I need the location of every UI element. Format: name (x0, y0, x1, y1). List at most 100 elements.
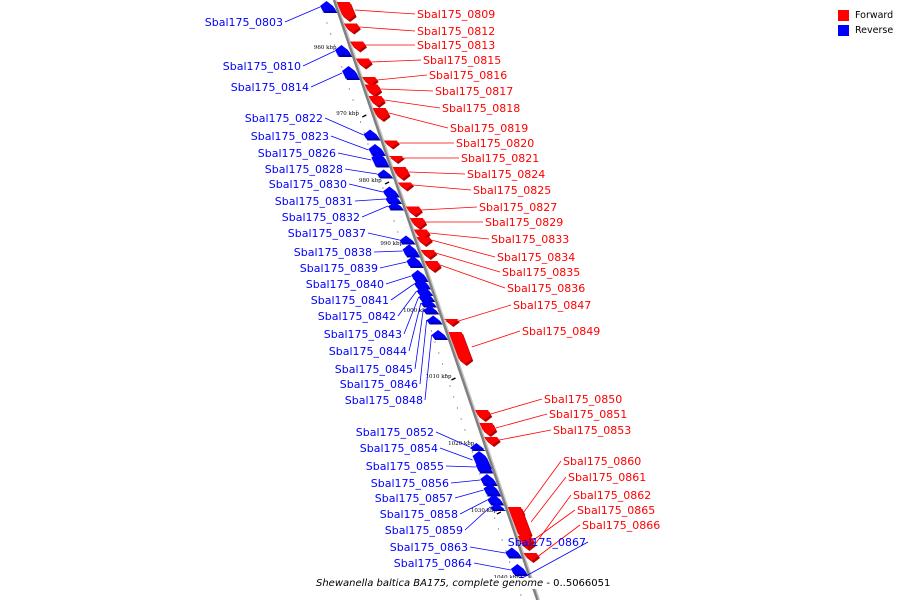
gene-label-Sbal175_0855[interactable]: Sbal175_0855 (366, 460, 444, 473)
gene-label-Sbal175_0820[interactable]: Sbal175_0820 (456, 137, 534, 150)
gene-feature-Sbal175_0863[interactable] (505, 547, 523, 559)
gene-feature-Sbal175_0826[interactable] (371, 152, 390, 168)
gene-feature-Sbal175_0855[interactable] (475, 460, 494, 474)
gene-label-Sbal175_0833[interactable]: Sbal175_0833 (491, 233, 569, 246)
gene-feature-Sbal175_0865[interactable] (517, 536, 535, 548)
gene-feature-Sbal175_0851[interactable] (479, 423, 498, 437)
gene-label-Sbal175_0862[interactable]: Sbal175_0862 (573, 489, 651, 502)
gene-feature-Sbal175_0827[interactable] (406, 206, 423, 218)
gene-feature-Sbal175_0845[interactable] (423, 305, 440, 315)
gene-feature-Sbal175_0864[interactable] (510, 564, 529, 576)
gene-label-Sbal175_0846[interactable]: Sbal175_0846 (340, 378, 418, 391)
gene-feature-Sbal175_0810[interactable] (334, 45, 353, 57)
gene-feature-Sbal175_0858[interactable] (487, 494, 505, 506)
gene-label-Sbal175_0851[interactable]: Sbal175_0851 (549, 408, 627, 421)
gene-label-Sbal175_0857[interactable]: Sbal175_0857 (375, 492, 453, 505)
gene-feature-Sbal175_0823[interactable] (368, 144, 386, 156)
gene-feature-Sbal175_0840[interactable] (411, 270, 429, 282)
gene-feature-Sbal175_0850[interactable] (474, 410, 493, 422)
gene-feature-Sbal175_0809[interactable] (336, 2, 357, 22)
gene-label-Sbal175_0843[interactable]: Sbal175_0843 (324, 328, 402, 341)
gene-label-Sbal175_0852[interactable]: Sbal175_0852 (356, 426, 434, 439)
gene-label-Sbal175_0835[interactable]: Sbal175_0835 (502, 266, 580, 279)
gene-feature-Sbal175_0857[interactable] (483, 483, 502, 497)
gene-label-Sbal175_0842[interactable]: Sbal175_0842 (318, 310, 396, 323)
gene-feature-Sbal175_0818[interactable] (368, 96, 386, 108)
gene-label-Sbal175_0850[interactable]: Sbal175_0850 (544, 393, 622, 406)
gene-feature-Sbal175_0814[interactable] (342, 66, 360, 80)
gene-label-Sbal175_0817[interactable]: Sbal175_0817 (435, 85, 513, 98)
gene-label-Sbal175_0838[interactable]: Sbal175_0838 (294, 246, 372, 259)
gene-label-Sbal175_0861[interactable]: Sbal175_0861 (568, 471, 646, 484)
gene-label-Sbal175_0818[interactable]: Sbal175_0818 (442, 102, 520, 115)
gene-label-Sbal175_0856[interactable]: Sbal175_0856 (371, 477, 449, 490)
gene-feature-Sbal175_0828[interactable] (377, 169, 394, 179)
gene-label-Sbal175_0865[interactable]: Sbal175_0865 (577, 504, 655, 517)
gene-feature-Sbal175_0817[interactable] (364, 84, 383, 98)
gene-feature-Sbal175_0861[interactable] (507, 507, 533, 541)
gene-label-Sbal175_0849[interactable]: Sbal175_0849 (522, 325, 600, 338)
gene-label-Sbal175_0853[interactable]: Sbal175_0853 (553, 424, 631, 437)
gene-feature-Sbal175_0838[interactable] (402, 244, 421, 258)
gene-feature-Sbal175_0821[interactable] (388, 156, 405, 164)
gene-label-Sbal175_0831[interactable]: Sbal175_0831 (275, 195, 353, 208)
gene-label-Sbal175_0826[interactable]: Sbal175_0826 (258, 147, 336, 160)
gene-label-Sbal175_0822[interactable]: Sbal175_0822 (245, 112, 323, 125)
gene-feature-Sbal175_0846[interactable] (426, 315, 443, 325)
gene-label-Sbal175_0859[interactable]: Sbal175_0859 (385, 524, 463, 537)
gene-label-Sbal175_0840[interactable]: Sbal175_0840 (306, 278, 384, 291)
gene-feature-Sbal175_0834[interactable] (416, 237, 433, 247)
gene-feature-Sbal175_0824[interactable] (392, 167, 411, 181)
gene-feature-Sbal175_0816[interactable] (362, 77, 379, 87)
gene-label-Sbal175_0844[interactable]: Sbal175_0844 (329, 345, 407, 358)
gene-feature-Sbal175_0848[interactable] (431, 330, 449, 340)
gene-label-Sbal175_0858[interactable]: Sbal175_0858 (380, 508, 458, 521)
gene-feature-Sbal175_0836[interactable] (424, 261, 442, 273)
gene-feature-Sbal175_0822[interactable] (363, 129, 381, 141)
gene-feature-Sbal175_0812[interactable] (343, 23, 361, 35)
gene-label-Sbal175_0823[interactable]: Sbal175_0823 (251, 130, 329, 143)
gene-label-Sbal175_0863[interactable]: Sbal175_0863 (390, 541, 468, 554)
gene-label-Sbal175_0847[interactable]: Sbal175_0847 (513, 299, 591, 312)
gene-feature-Sbal175_0835[interactable] (420, 250, 438, 260)
gene-label-Sbal175_0830[interactable]: Sbal175_0830 (269, 178, 347, 191)
gene-feature-Sbal175_0866[interactable] (523, 553, 541, 563)
gene-label-Sbal175_0864[interactable]: Sbal175_0864 (394, 557, 472, 570)
gene-feature-Sbal175_0852[interactable] (469, 443, 486, 451)
gene-feature-Sbal175_0837[interactable] (399, 235, 416, 245)
gene-label-Sbal175_0866[interactable]: Sbal175_0866 (582, 519, 660, 532)
gene-label-Sbal175_0860[interactable]: Sbal175_0860 (563, 455, 641, 468)
gene-feature-Sbal175_0844[interactable] (420, 298, 438, 308)
gene-feature-Sbal175_0813[interactable] (350, 41, 367, 53)
gene-label-Sbal175_0839[interactable]: Sbal175_0839 (300, 262, 378, 275)
gene-label-Sbal175_0828[interactable]: Sbal175_0828 (265, 163, 343, 176)
gene-label-Sbal175_0841[interactable]: Sbal175_0841 (311, 294, 389, 307)
gene-label-Sbal175_0854[interactable]: Sbal175_0854 (360, 442, 438, 455)
gene-feature-Sbal175_0841[interactable] (414, 278, 431, 290)
gene-feature-Sbal175_0832[interactable] (387, 201, 405, 211)
gene-feature-Sbal175_0825[interactable] (397, 182, 415, 192)
gene-feature-Sbal175_0843[interactable] (418, 292, 436, 302)
gene-feature-Sbal175_0829[interactable] (409, 218, 428, 230)
gene-label-Sbal175_0813[interactable]: Sbal175_0813 (417, 39, 495, 52)
gene-feature-Sbal175_0831[interactable] (385, 194, 402, 204)
gene-label-Sbal175_0814[interactable]: Sbal175_0814 (231, 81, 309, 94)
gene-label-Sbal175_0816[interactable]: Sbal175_0816 (429, 69, 507, 82)
gene-label-Sbal175_0815[interactable]: Sbal175_0815 (423, 54, 501, 67)
gene-feature-Sbal175_0815[interactable] (355, 58, 373, 70)
gene-label-Sbal175_0845[interactable]: Sbal175_0845 (335, 363, 413, 376)
gene-label-Sbal175_0848[interactable]: Sbal175_0848 (345, 394, 423, 407)
gene-feature-Sbal175_0803[interactable] (320, 1, 338, 13)
gene-label-Sbal175_0810[interactable]: Sbal175_0810 (223, 60, 301, 73)
gene-feature-Sbal175_0842[interactable] (416, 286, 434, 296)
gene-label-Sbal175_0867[interactable]: Sbal175_0867 (508, 536, 586, 549)
gene-label-Sbal175_0829[interactable]: Sbal175_0829 (485, 216, 563, 229)
gene-label-Sbal175_0825[interactable]: Sbal175_0825 (473, 184, 551, 197)
gene-feature-Sbal175_0830[interactable] (382, 186, 400, 198)
gene-label-Sbal175_0837[interactable]: Sbal175_0837 (288, 227, 366, 240)
gene-label-Sbal175_0809[interactable]: Sbal175_0809 (417, 8, 495, 21)
gene-label-Sbal175_0824[interactable]: Sbal175_0824 (467, 168, 545, 181)
gene-label-Sbal175_0803[interactable]: Sbal175_0803 (205, 16, 283, 29)
gene-label-Sbal175_0819[interactable]: Sbal175_0819 (450, 122, 528, 135)
